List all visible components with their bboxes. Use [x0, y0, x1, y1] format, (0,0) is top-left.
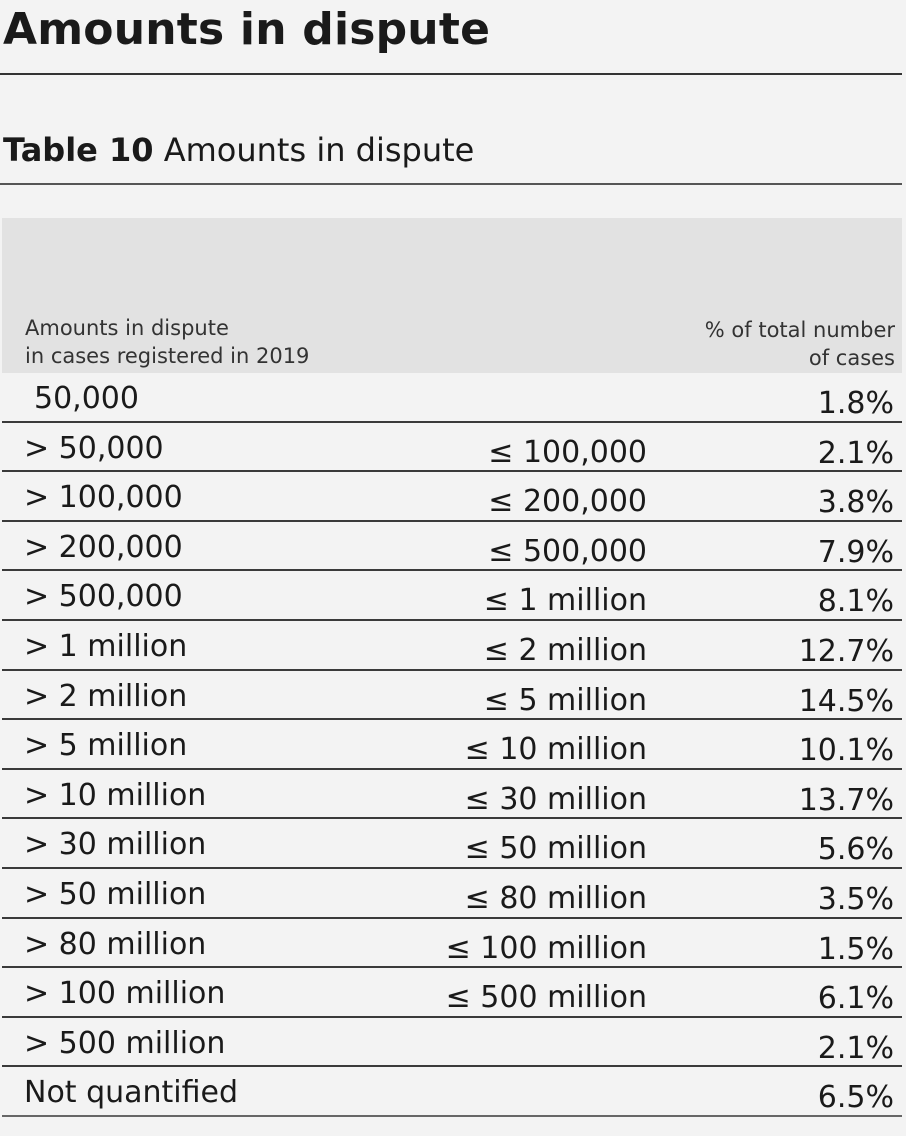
- row-lower-bound: > 80 million: [24, 926, 207, 962]
- table-row: > 5 million ≤ 10 million 10.1%: [2, 720, 902, 770]
- table-row: > 200,000 ≤ 500,000 7.9%: [2, 522, 902, 572]
- row-lower-bound: > 1 million: [24, 628, 188, 664]
- table-row: > 500 million 2.1%: [2, 1018, 902, 1068]
- heading-divider: [0, 73, 902, 75]
- header-percent-line1: % of total number: [704, 318, 895, 342]
- row-percent: 5.6%: [817, 832, 894, 868]
- row-upper-bound: ≤ 80 million: [464, 880, 647, 916]
- row-percent: 12.7%: [798, 633, 894, 669]
- header-amounts-line2: in cases registered in 2019: [25, 344, 310, 368]
- row-lower-bound: > 500,000: [24, 579, 183, 615]
- row-upper-bound: ≤ 1 million: [483, 583, 647, 619]
- table-row: 50,000 1.8%: [2, 373, 902, 423]
- row-lower-bound: > 2 million: [24, 678, 188, 714]
- row-upper-bound: ≤ 30 million: [464, 781, 647, 817]
- row-percent: 8.1%: [817, 584, 894, 620]
- row-lower-bound: > 30 million: [24, 827, 207, 863]
- page-title: Amounts in dispute: [3, 4, 491, 55]
- table-row: Not quantified 6.5%: [2, 1067, 902, 1117]
- row-percent: 1.5%: [817, 931, 894, 967]
- row-percent: 13.7%: [798, 782, 894, 818]
- table-row: > 2 million ≤ 5 million 14.5%: [2, 671, 902, 721]
- table-row: > 500,000 ≤ 1 million 8.1%: [2, 571, 902, 621]
- table-row: > 100 million ≤ 500 million 6.1%: [2, 968, 902, 1018]
- row-percent: 2.1%: [817, 435, 894, 471]
- row-upper-bound: ≤ 50 million: [464, 831, 647, 867]
- table-row: > 1 million ≤ 2 million 12.7%: [2, 621, 902, 671]
- row-upper-bound: ≤ 100,000: [488, 434, 647, 470]
- table-caption-number: Table 10: [3, 131, 154, 169]
- table-row: > 50 million ≤ 80 million 3.5%: [2, 869, 902, 919]
- row-percent: 10.1%: [798, 733, 894, 769]
- header-amounts-line1: Amounts in dispute: [25, 316, 229, 340]
- row-lower-bound: > 200,000: [24, 529, 183, 565]
- row-lower-bound: > 100 million: [24, 976, 226, 1012]
- table-row: > 30 million ≤ 50 million 5.6%: [2, 819, 902, 869]
- header-amounts: Amounts in dispute in cases registered i…: [25, 314, 309, 370]
- row-upper-bound: ≤ 100 million: [445, 930, 647, 966]
- row-lower-bound: Not quantified: [24, 1075, 239, 1111]
- table-row: > 80 million ≤ 100 million 1.5%: [2, 919, 902, 969]
- row-upper-bound: ≤ 2 million: [483, 632, 647, 668]
- table-body: 50,000 1.8% > 50,000 ≤ 100,000 2.1% > 100,000…: [2, 373, 902, 1117]
- header-percent: % of total number of cases: [705, 316, 895, 372]
- row-percent: 14.5%: [798, 683, 894, 719]
- row-lower-bound: > 50,000: [24, 430, 164, 466]
- caption-divider: [0, 183, 902, 185]
- row-lower-bound: > 5 million: [24, 728, 188, 764]
- table-caption: Table 10 Amounts in dispute: [3, 130, 474, 170]
- table-row: > 50,000 ≤ 100,000 2.1%: [2, 423, 902, 473]
- row-upper-bound: ≤ 500,000: [488, 533, 647, 569]
- row-percent: 6.1%: [817, 981, 894, 1017]
- row-lower-bound: 50,000: [34, 381, 139, 416]
- row-percent: 7.9%: [817, 534, 894, 570]
- table-header: Amounts in dispute in cases registered i…: [2, 218, 902, 373]
- row-percent: 2.1%: [817, 1030, 894, 1066]
- row-upper-bound: ≤ 200,000: [488, 484, 647, 520]
- table-row: > 100,000 ≤ 200,000 3.8%: [2, 472, 902, 522]
- header-percent-line2: of cases: [808, 346, 895, 370]
- row-upper-bound: ≤ 5 million: [483, 682, 647, 718]
- table-row: > 10 million ≤ 30 million 13.7%: [2, 770, 902, 820]
- table-caption-title: Amounts in dispute: [163, 131, 475, 169]
- row-lower-bound: > 100,000: [24, 480, 183, 516]
- row-upper-bound: ≤ 10 million: [464, 732, 647, 768]
- row-percent: 1.8%: [817, 386, 894, 421]
- row-upper-bound: ≤ 500 million: [445, 980, 647, 1016]
- row-percent: 6.5%: [817, 1080, 894, 1116]
- row-lower-bound: > 50 million: [24, 876, 207, 912]
- row-percent: 3.8%: [817, 485, 894, 521]
- row-lower-bound: > 10 million: [24, 777, 207, 813]
- row-lower-bound: > 500 million: [24, 1025, 226, 1061]
- row-percent: 3.5%: [817, 881, 894, 917]
